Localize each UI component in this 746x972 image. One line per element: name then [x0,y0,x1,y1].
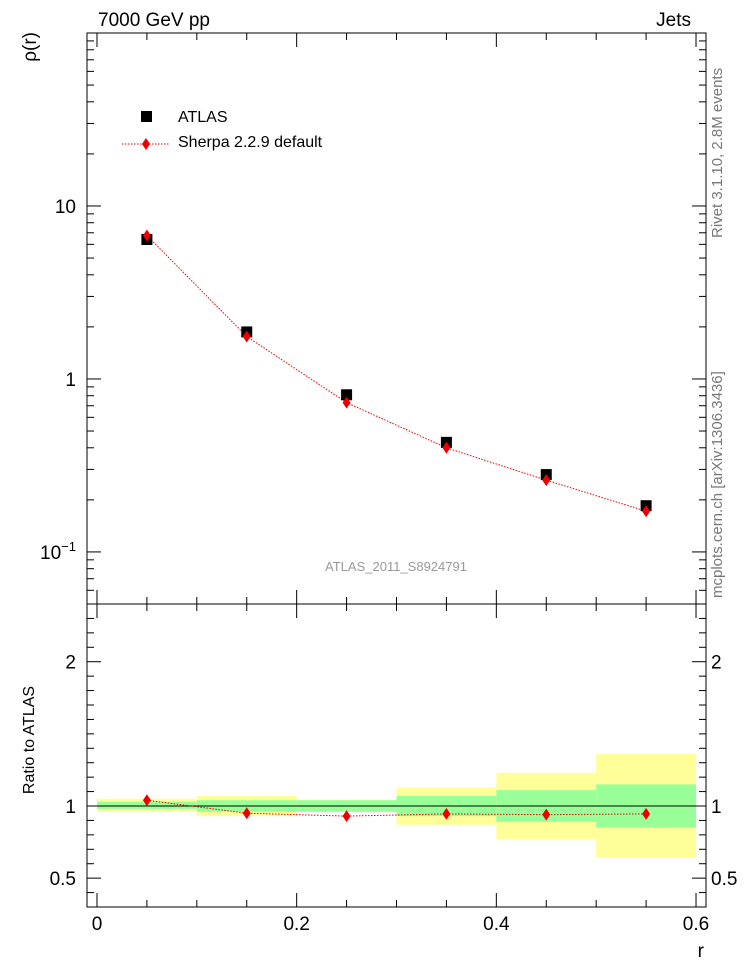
y-tick-label-bottom: 0.5 [50,869,76,890]
rivet-label: Rivet 3.1.10, 2.8M events [709,68,726,238]
x-tick-label: 0.4 [483,914,510,935]
mcplots-label: mcplots.cern.ch [arXiv:1306.3436] [709,371,726,598]
series-points [141,229,652,823]
ratio-point-4 [542,808,551,821]
bottom-ylabel: Ratio to ATLAS [21,686,38,794]
atlas-point-2 [341,389,353,401]
y-tick-label-top: 1 [65,370,76,391]
x-tick-label: 0 [92,914,103,935]
ratio-series-line [146,799,647,817]
header-left: 7000 GeV pp [98,10,210,31]
y-tick-label-bottom-right: 0.5 [711,869,737,890]
mc-series-line [146,235,647,512]
ratio-point-0 [142,794,151,807]
tick-labels: 0 0.2 0.4 0.6 10 1 10−1 0.5 0.5 1 1 2 2 [40,197,737,935]
y-tick-label-bottom-right: 2 [711,653,722,674]
y-tick-label-top: 10 [55,197,76,218]
legend-mc-label: Sherpa 2.2.9 default [178,134,323,151]
legend-atlas-label: ATLAS [178,109,228,126]
watermark: ATLAS_2011_S8924791 [325,559,467,574]
ratio-point-1 [242,807,251,820]
top-ylabel: ρ(r) [20,32,41,62]
ratio-point-2 [342,810,351,823]
mc-point-1 [242,330,251,343]
ratio-point-3 [442,807,451,820]
y-tick-label-top: 10−1 [40,539,76,564]
y-tick-label-bottom-right: 1 [711,797,722,818]
x-tick-label: 0.6 [683,914,709,935]
mc-point-3 [442,441,451,454]
ratio-point-5 [642,807,651,820]
header-right: Jets [656,10,691,31]
x-tick-label: 0.2 [283,914,309,935]
legend: ATLAS Sherpa 2.2.9 default [122,109,323,151]
mc-point-5 [642,505,651,518]
mc-point-0 [142,229,151,242]
y-tick-label-bottom: 1 [65,797,76,818]
series-lines [146,235,647,817]
x-axis-label: r [698,941,705,962]
ratio-uncertainty-bands [96,754,697,858]
axis-ticks [87,33,706,908]
y-tick-label-bottom: 2 [65,653,76,674]
legend-atlas-marker [141,111,152,122]
legend-mc-marker [142,138,150,150]
mc-point-4 [542,474,551,487]
mc-point-2 [342,396,351,409]
